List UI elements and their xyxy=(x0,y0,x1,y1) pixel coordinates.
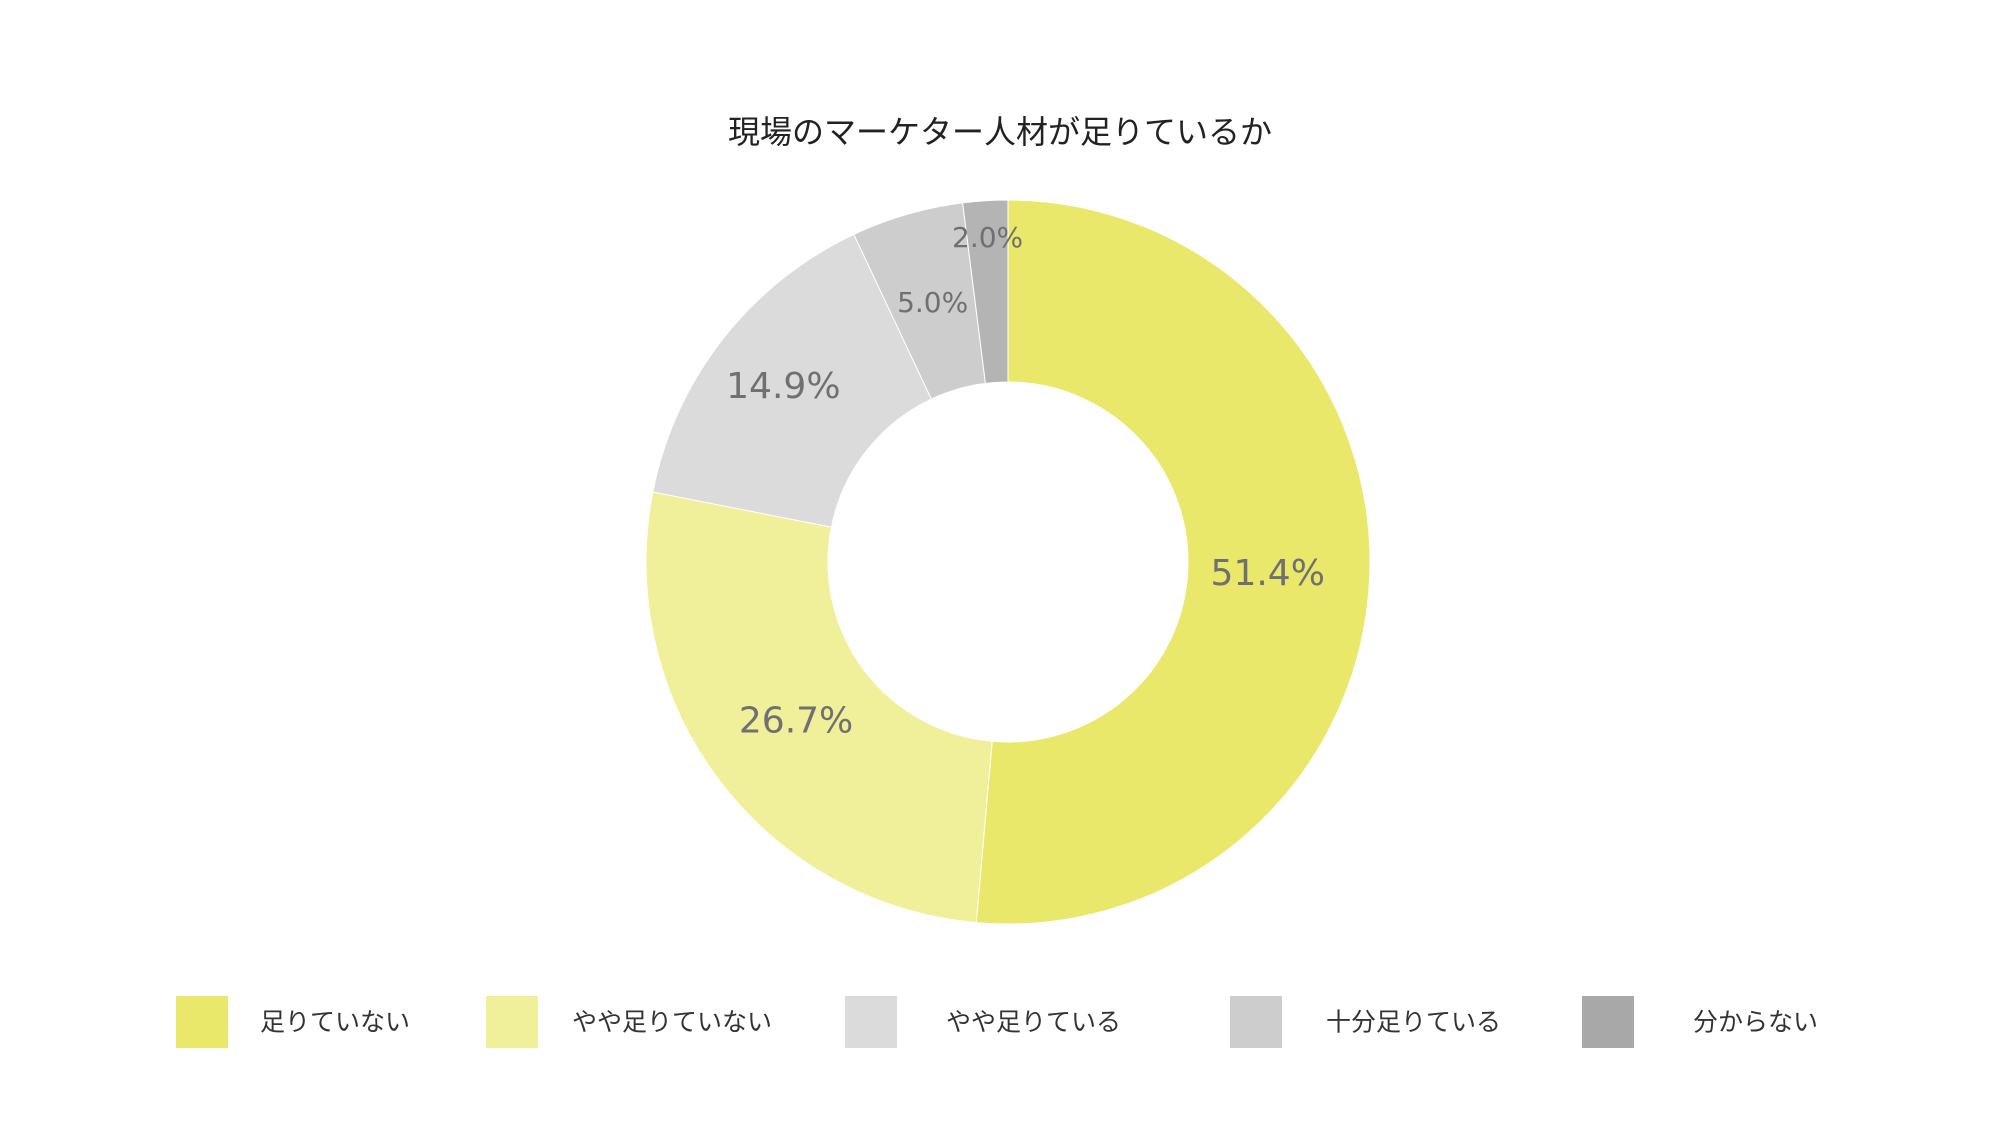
legend-item-4: 十分足りている xyxy=(1230,996,1501,1048)
slices-group xyxy=(645,199,1371,925)
legend-label-1: 足りていない xyxy=(260,1008,410,1037)
chart-title: 現場のマーケター人材が足りているか xyxy=(728,113,1272,151)
legend-swatch-1 xyxy=(176,996,228,1048)
slice-label-1: 51.4% xyxy=(1211,553,1325,594)
slice-label-3: 14.9% xyxy=(726,366,840,407)
legend-swatch-5 xyxy=(1582,996,1634,1048)
legend-swatch-4 xyxy=(1230,996,1282,1048)
slice-label-4: 5.0% xyxy=(897,286,968,319)
legend-swatch-3 xyxy=(845,996,897,1048)
legend-item-3: やや足りている xyxy=(845,996,1121,1048)
legend-item-2: やや足りていない xyxy=(486,996,772,1048)
legend-item-5: 分からない xyxy=(1582,996,1818,1048)
slice-2 xyxy=(645,491,993,924)
legend-swatch-2 xyxy=(486,996,538,1048)
slice-3 xyxy=(652,233,933,528)
slice-labels-group: 51.4% 26.7% 14.9% 5.0% 2.0% xyxy=(726,221,1325,741)
legend-label-3: やや足りている xyxy=(946,1008,1121,1037)
legend: 足りていない やや足りていない やや足りている 十分足りている 分からない xyxy=(176,996,1818,1048)
legend-label-5: 分からない xyxy=(1693,1008,1818,1037)
legend-label-2: やや足りていない xyxy=(572,1008,772,1037)
slice-5 xyxy=(962,199,1009,384)
legend-item-1: 足りていない xyxy=(176,996,410,1048)
slice-label-2: 26.7% xyxy=(739,701,853,742)
slice-label-5: 2.0% xyxy=(952,221,1023,254)
slice-1 xyxy=(975,199,1371,925)
legend-label-4: 十分足りている xyxy=(1326,1008,1501,1037)
